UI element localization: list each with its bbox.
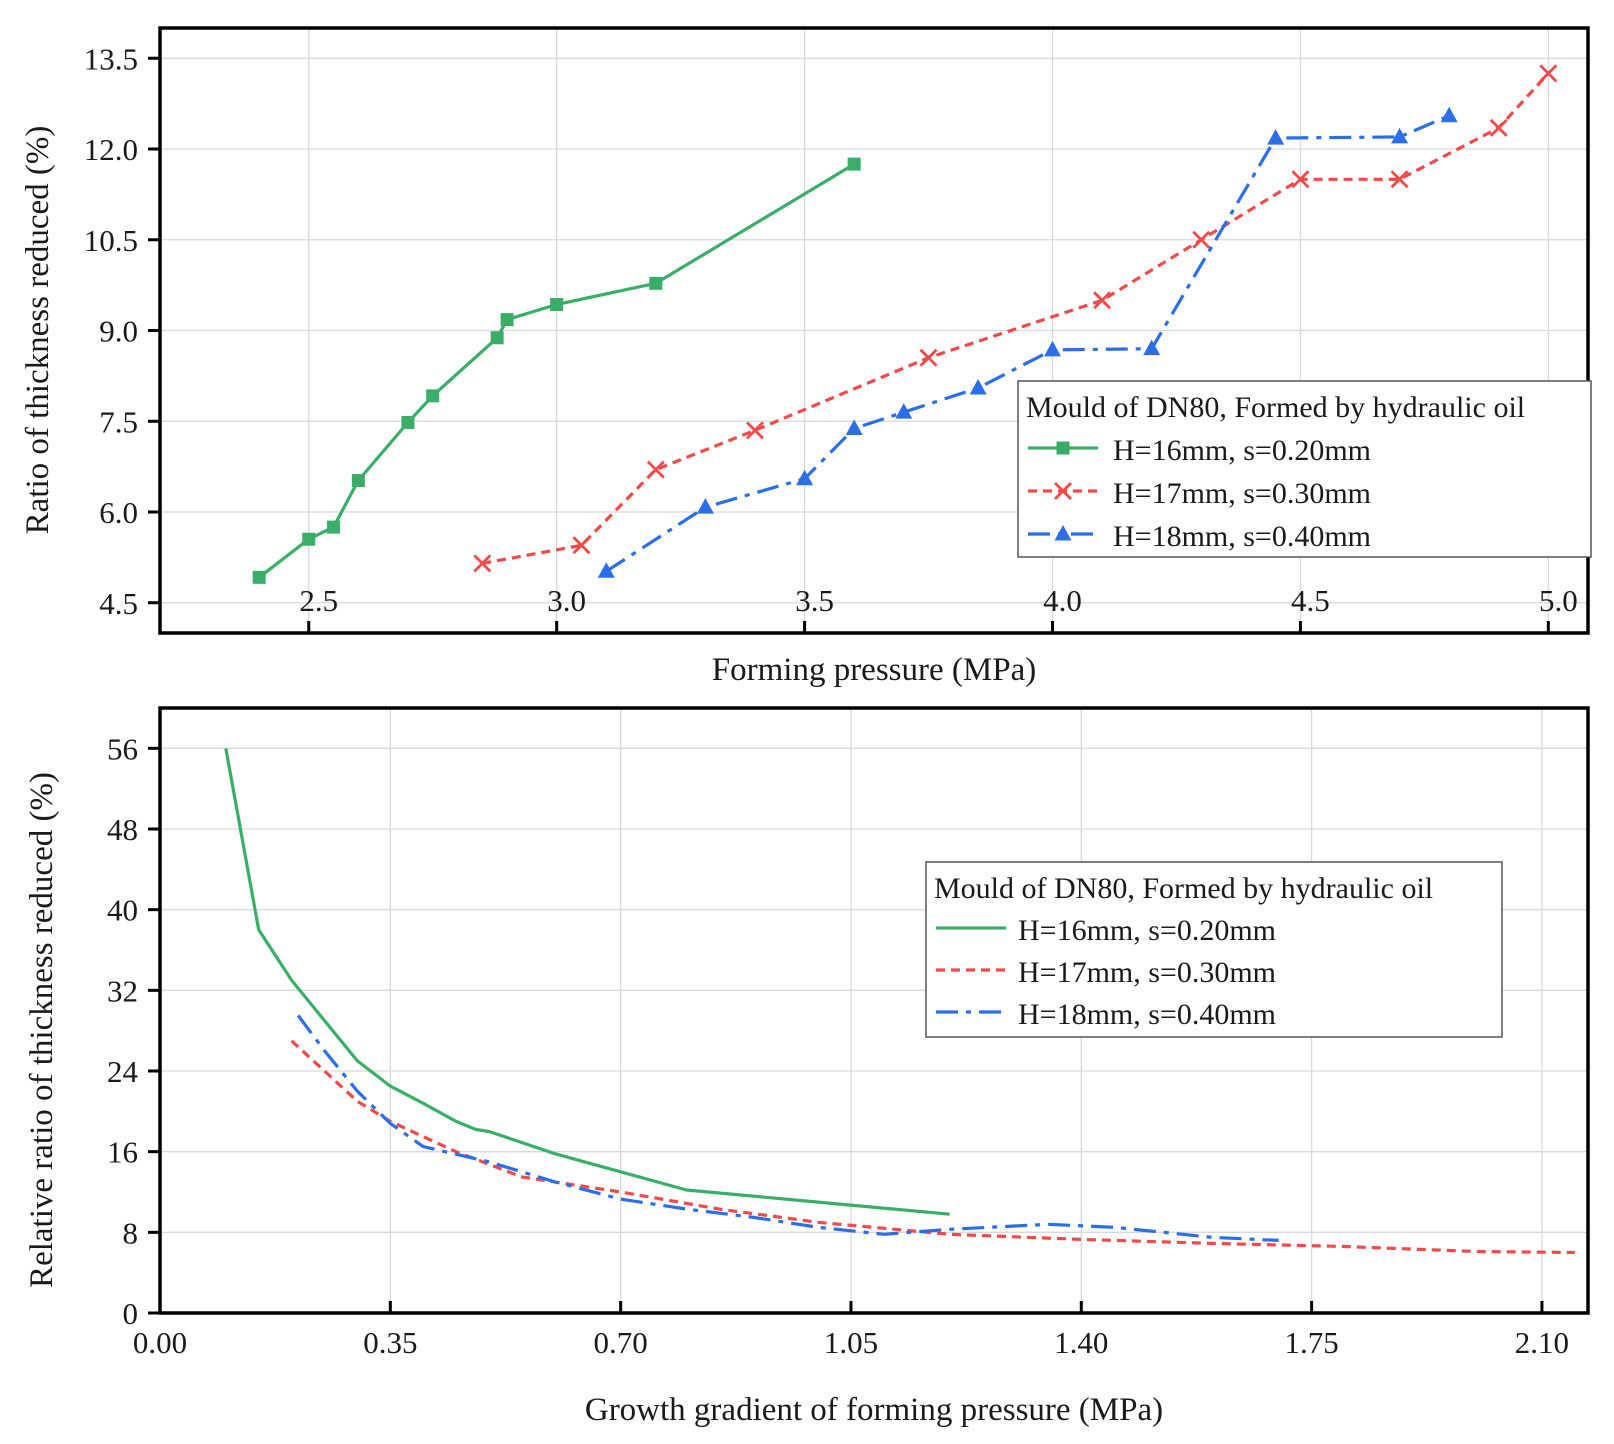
top-data-point-1 (572, 536, 591, 555)
top-data-point-2 (796, 469, 814, 486)
top-data-point-2 (895, 403, 913, 419)
top-legend-box (1017, 380, 1592, 558)
bottom-legend-title: Mould of DN80, Formed by hydraulic oil (934, 872, 1433, 905)
top-y-axis-label: Ratio of thickness reduced (%) (20, 126, 56, 535)
top-series (252, 64, 1558, 584)
bottom-legend-box (925, 861, 1503, 1038)
top-data-point-0 (426, 389, 440, 403)
bottom-series-line-1 (290, 1039, 1575, 1255)
bottom-series-line-0 (224, 748, 950, 1216)
bottom-x-tick-label: 1.40 (1054, 1325, 1108, 1360)
top-y-tick-label: 6.0 (99, 495, 138, 530)
bottom-x-tick-label: 0.35 (363, 1325, 417, 1360)
top-legend-marker-0 (1056, 441, 1070, 455)
bottom-x-tick-label: 1.05 (824, 1325, 878, 1360)
top-y-tick-label: 7.5 (99, 404, 138, 439)
bottom-x-tick-label: 1.75 (1284, 1325, 1338, 1360)
top-legend-label-h18: H=18mm, s=0.40mm (1113, 520, 1371, 553)
bottom-legend: Mould of DN80, Formed by hydraulic oil H… (925, 861, 1503, 1038)
top-x-tick-label: 4.5 (1291, 583, 1330, 618)
bottom-y-tick-label: 0 (123, 1296, 139, 1331)
chart-bottom-gradient: 0.00 0.35 0.70 1.05 1.40 1.75 2.10 0 8 16 24 32 40 48… (24, 706, 1590, 1428)
top-data-point-0 (401, 415, 415, 429)
top-data-point-1 (1539, 64, 1558, 83)
top-y-tick-label: 9.0 (99, 314, 138, 349)
bottom-y-axis-label: Relative ratio of thickness reduced (%) (24, 772, 60, 1288)
bottom-y-tick-label: 16 (107, 1135, 138, 1170)
top-data-point-0 (550, 297, 564, 311)
top-legend-marker-1 (1054, 482, 1072, 500)
top-x-tick-label: 5.0 (1539, 583, 1578, 618)
top-data-point-2 (1391, 127, 1409, 144)
bottom-x-tick-label: 0.00 (133, 1325, 187, 1360)
bottom-y-tick-label: 48 (107, 812, 138, 847)
top-data-point-1 (1489, 118, 1508, 137)
top-data-point-1 (1291, 170, 1310, 189)
top-data-point-0 (302, 532, 316, 546)
top-x-tick-label: 3.0 (547, 583, 586, 618)
top-data-point-1 (919, 348, 938, 367)
bottom-plot-frame (158, 706, 1590, 1315)
top-data-point-0 (649, 276, 663, 290)
top-series-line-1 (482, 72, 1550, 565)
top-data-point-2 (969, 378, 987, 395)
top-data-point-1 (646, 460, 665, 479)
top-data-point-1 (1093, 291, 1112, 310)
top-x-tick-label: 4.0 (1043, 583, 1082, 618)
bottom-y-tick-label: 56 (107, 731, 138, 766)
top-x-tick-label: 3.5 (795, 583, 834, 618)
top-data-point-1 (1192, 230, 1211, 249)
bottom-y-tick-label: 40 (107, 893, 138, 928)
top-data-point-0 (490, 331, 504, 345)
top-y-tick-label: 4.5 (99, 586, 138, 621)
top-data-point-0 (252, 570, 266, 584)
top-x-axis-label: Forming pressure (MPa) (712, 652, 1036, 688)
top-data-point-2 (1044, 340, 1061, 357)
top-data-point-1 (1390, 170, 1409, 189)
top-y-tick-label: 10.5 (84, 223, 138, 258)
bottom-legend-label-h18: H=18mm, s=0.40mm (1018, 998, 1276, 1031)
top-data-point-0 (351, 474, 365, 488)
bottom-legend-label-h16: H=16mm, s=0.20mm (1018, 914, 1276, 947)
top-data-point-0 (327, 520, 341, 534)
bottom-x-tick-label: 0.70 (594, 1325, 648, 1360)
top-series-line-2 (605, 114, 1450, 573)
top-x-tick-label: 2.5 (299, 583, 338, 618)
top-legend: Mould of DN80, Formed by hydraulic oil H… (1017, 380, 1592, 558)
top-ticks: 2.5 3.0 3.5 4.0 4.5 5.0 4.5 6.0 7.5 9.0 10.5 12.0 13… (84, 41, 1578, 633)
bottom-x-tick-label: 2.10 (1515, 1325, 1569, 1360)
top-y-tick-label: 12.0 (84, 132, 138, 167)
bottom-legend-label-h17: H=17mm, s=0.30mm (1018, 956, 1276, 989)
top-data-point-2 (845, 419, 863, 436)
top-data-point-2 (1143, 339, 1161, 356)
top-y-tick-label: 13.5 (84, 41, 138, 76)
bottom-x-axis-label: Growth gradient of forming pressure (MPa… (585, 1392, 1163, 1428)
bottom-y-tick-label: 24 (107, 1054, 139, 1089)
top-legend-title: Mould of DN80, Formed by hydraulic oil (1026, 391, 1525, 424)
top-legend-label-h16: H=16mm, s=0.20mm (1113, 434, 1371, 467)
top-legend-label-h17: H=17mm, s=0.30mm (1113, 477, 1371, 510)
top-legend-marker-2 (1054, 525, 1072, 541)
bottom-ticks: 0.00 0.35 0.70 1.05 1.40 1.75 2.10 0 8 16 24 32 40 48… (107, 731, 1569, 1360)
bottom-legend-swatches (936, 926, 1006, 1014)
bottom-y-tick-label: 32 (107, 973, 138, 1008)
chart-top-pressure: 2.5 3.0 3.5 4.0 4.5 5.0 4.5 6.0 7.5 9.0 10.5 12.0 13… (20, 26, 1592, 688)
top-data-point-0 (500, 313, 514, 327)
top-data-point-2 (696, 498, 714, 514)
top-data-point-2 (597, 562, 615, 578)
bottom-y-tick-label: 8 (123, 1215, 139, 1250)
top-data-point-2 (1267, 129, 1285, 145)
top-legend-swatches (1028, 441, 1098, 541)
top-data-point-0 (847, 157, 861, 171)
bottom-series (224, 748, 1575, 1255)
top-data-point-1 (746, 421, 764, 440)
top-data-point-1 (473, 554, 492, 573)
top-data-point-2 (1440, 106, 1458, 123)
